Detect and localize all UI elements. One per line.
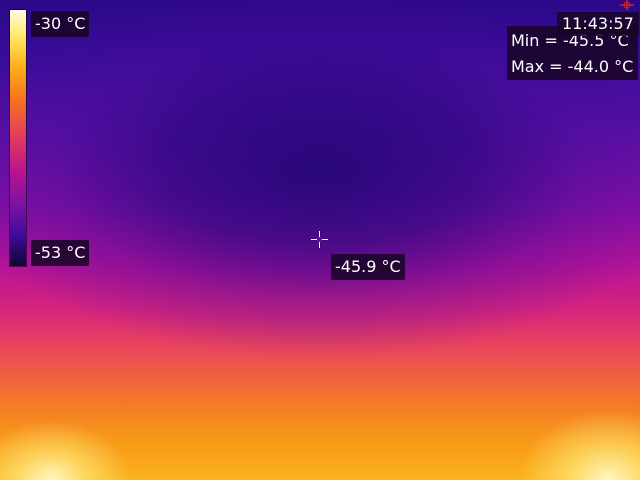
scale-max-label: -30 °C	[31, 11, 89, 37]
clock: 11:43:57	[557, 12, 639, 36]
target-icon	[618, 0, 636, 10]
color-scale-bar	[10, 10, 26, 266]
crosshair-icon	[311, 231, 328, 248]
max-temperature: Max = -44.0 °C	[511, 54, 638, 80]
scale-min-label: -53 °C	[31, 240, 89, 266]
spot-temperature: -45.9 °C	[331, 254, 405, 280]
